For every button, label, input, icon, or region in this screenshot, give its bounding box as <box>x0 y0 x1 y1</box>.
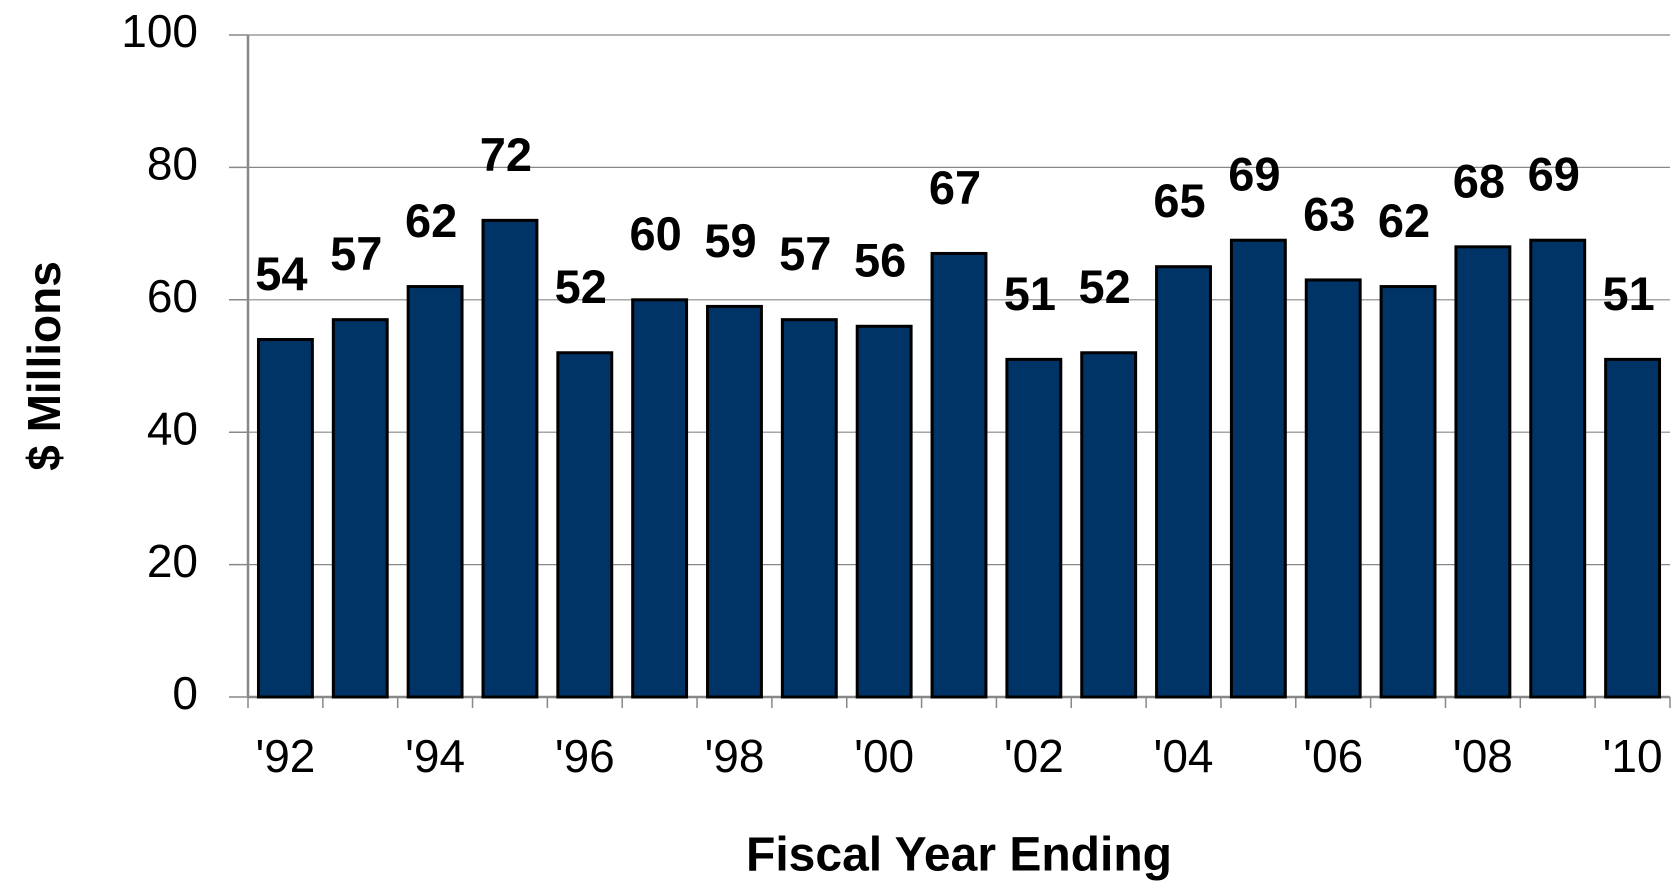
bar <box>780 318 838 699</box>
x-tick-label: '02 <box>1004 730 1064 782</box>
data-label: 65 <box>1153 174 1205 227</box>
x-tick-label: '06 <box>1303 730 1363 782</box>
y-tick-label: 0 <box>172 667 198 719</box>
data-label: 62 <box>405 194 457 247</box>
bar <box>1155 265 1212 699</box>
y-axis-title: $ Millions <box>18 261 70 471</box>
data-label: 57 <box>330 227 382 280</box>
y-tick-label: 100 <box>121 5 198 57</box>
x-tick-label: '10 <box>1603 730 1663 782</box>
data-label: 51 <box>1602 267 1654 320</box>
bar <box>706 304 763 699</box>
data-label: 72 <box>480 128 532 181</box>
bar <box>1229 238 1287 699</box>
bar <box>855 324 913 699</box>
bar <box>930 251 988 699</box>
bar <box>331 318 389 699</box>
data-label: 54 <box>255 247 307 300</box>
x-tick-label: '98 <box>704 730 764 782</box>
bar <box>1604 357 1662 699</box>
bar <box>1529 238 1587 699</box>
x-tick-label: '04 <box>1154 730 1214 782</box>
bar <box>481 218 539 699</box>
data-label: 60 <box>629 207 681 260</box>
data-label: 68 <box>1453 154 1505 207</box>
data-label: 56 <box>854 234 906 287</box>
bar <box>1080 351 1138 699</box>
data-label: 57 <box>779 227 831 280</box>
x-tick-label: '92 <box>255 730 315 782</box>
data-label: 52 <box>555 260 607 313</box>
data-label: 52 <box>1079 260 1131 313</box>
data-label: 67 <box>929 161 981 214</box>
y-tick-label: 80 <box>147 138 198 190</box>
bar <box>631 298 689 699</box>
bar <box>1454 245 1512 699</box>
x-tick-label: '00 <box>854 730 914 782</box>
bar <box>1005 357 1063 699</box>
bar <box>256 338 314 699</box>
bar <box>556 351 614 699</box>
x-tick-label: '96 <box>555 730 615 782</box>
data-label: 51 <box>1004 267 1056 320</box>
bar <box>406 285 464 699</box>
y-tick-label: 60 <box>147 270 198 322</box>
data-label: 69 <box>1228 148 1280 201</box>
x-axis-title: Fiscal Year Ending <box>746 829 1172 882</box>
data-label: 63 <box>1303 187 1355 240</box>
data-label: 62 <box>1378 194 1430 247</box>
x-tick-label: '94 <box>405 730 465 782</box>
bar <box>1379 285 1437 699</box>
x-tick-label: '08 <box>1453 730 1513 782</box>
y-tick-label: 20 <box>147 535 198 587</box>
bar <box>1304 278 1362 699</box>
data-label: 59 <box>704 214 756 267</box>
y-tick-label: 40 <box>147 402 198 454</box>
data-label: 69 <box>1528 148 1580 201</box>
